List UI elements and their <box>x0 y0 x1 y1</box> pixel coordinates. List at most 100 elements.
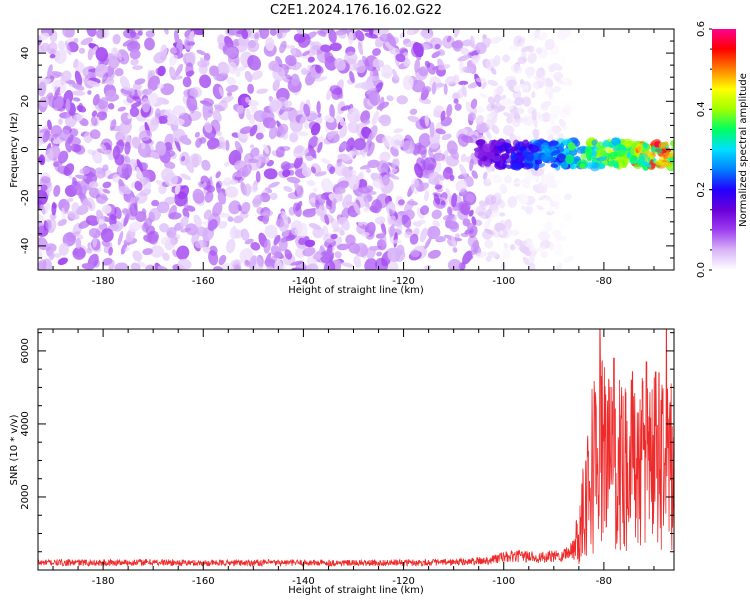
noise-blob <box>559 29 569 36</box>
noise-blob <box>419 205 430 216</box>
noise-blob <box>521 51 527 59</box>
noise-blob <box>239 126 253 134</box>
noise-blob <box>153 51 167 64</box>
noise-blob <box>328 29 337 44</box>
noise-blob <box>80 37 94 46</box>
noise-blob <box>440 110 446 121</box>
noise-blob <box>102 72 109 83</box>
noise-blob <box>353 255 362 268</box>
noise-blob <box>249 255 257 270</box>
noise-blob <box>65 198 74 203</box>
noise-blob <box>329 166 336 175</box>
noise-blob <box>73 58 79 69</box>
noise-blob <box>180 227 192 233</box>
snr-xtick-label: -140 <box>292 576 315 587</box>
signal-blob <box>514 141 521 150</box>
noise-blob <box>340 105 351 111</box>
noise-blob <box>49 53 56 59</box>
noise-blob <box>240 228 250 242</box>
noise-blob <box>67 210 80 220</box>
noise-blob <box>461 66 474 74</box>
noise-blob <box>226 91 233 97</box>
noise-blob <box>317 112 322 118</box>
noise-blob <box>244 70 253 83</box>
spectrogram-image <box>38 29 674 270</box>
noise-blob <box>258 29 270 39</box>
noise-blob <box>166 226 177 239</box>
noise-blob <box>375 193 389 209</box>
noise-blob <box>363 195 371 209</box>
noise-blob <box>247 39 257 49</box>
noise-blob <box>299 113 306 127</box>
noise-blob <box>337 243 350 251</box>
noise-blob <box>114 206 122 220</box>
noise-blob <box>169 66 177 81</box>
noise-blob <box>236 65 247 72</box>
noise-blob <box>88 187 101 199</box>
noise-blob <box>521 87 529 93</box>
noise-blob <box>282 169 291 178</box>
noise-blob <box>249 124 258 137</box>
noise-blob <box>460 153 467 163</box>
noise-blob <box>119 75 131 91</box>
noise-blob <box>382 135 394 147</box>
noise-blob <box>197 59 210 68</box>
noise-blob <box>481 81 487 89</box>
noise-blob <box>315 199 320 209</box>
noise-blob <box>189 30 195 41</box>
noise-blob <box>547 137 552 143</box>
noise-blob <box>489 36 502 44</box>
noise-blob <box>91 110 98 118</box>
noise-blob <box>157 265 169 270</box>
noise-blob <box>69 128 79 137</box>
noise-blob <box>434 43 441 50</box>
noise-blob <box>102 164 109 172</box>
noise-blob <box>188 153 202 167</box>
noise-blob <box>499 184 508 194</box>
noise-blob <box>422 157 437 171</box>
noise-blob <box>162 252 170 261</box>
signal-blob <box>510 151 517 162</box>
colorbar-tick-label: 0.2 <box>696 182 707 198</box>
signal-blob <box>504 145 510 154</box>
noise-blob <box>418 133 431 148</box>
noise-blob <box>52 79 67 94</box>
noise-blob <box>58 129 71 142</box>
noise-blob <box>531 91 536 99</box>
noise-blob <box>443 83 448 95</box>
noise-blob <box>241 29 249 40</box>
noise-blob <box>541 112 552 123</box>
signal-blob <box>477 159 483 167</box>
noise-blob <box>354 242 369 257</box>
colorbar-tick-label: 0.6 <box>696 21 707 37</box>
noise-blob <box>450 148 459 160</box>
noise-blob <box>454 29 461 38</box>
noise-blob <box>253 110 267 123</box>
noise-blob <box>130 262 141 270</box>
noise-blob <box>256 88 268 94</box>
noise-blob <box>255 132 264 140</box>
noise-blob <box>553 245 564 257</box>
noise-blob <box>45 219 52 231</box>
noise-blob <box>353 62 366 74</box>
noise-blob <box>433 152 446 162</box>
noise-blob <box>379 33 393 43</box>
noise-blob <box>136 86 144 99</box>
noise-blob <box>371 75 380 82</box>
noise-blob <box>471 216 477 226</box>
noise-blob <box>207 140 220 150</box>
signal-blob <box>579 163 586 169</box>
noise-blob <box>181 155 186 162</box>
noise-blob <box>361 231 370 238</box>
noise-blob <box>164 172 179 187</box>
noise-blob <box>236 104 245 115</box>
noise-blob <box>143 234 153 243</box>
noise-blob <box>511 229 520 237</box>
noise-blob <box>172 105 186 116</box>
noise-blob <box>502 248 511 260</box>
noise-blob <box>466 222 475 231</box>
noise-blob <box>317 141 323 154</box>
noise-blob <box>108 213 117 227</box>
snr-ytick-label: 4000 <box>20 411 31 436</box>
noise-blob <box>375 216 386 225</box>
